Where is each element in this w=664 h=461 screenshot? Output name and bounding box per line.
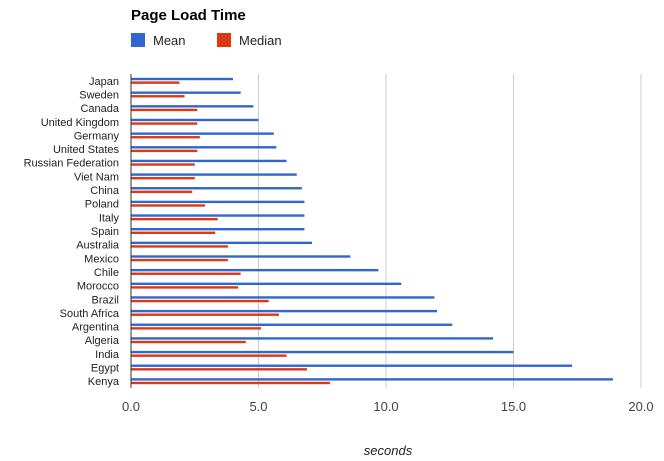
bar-mean: [131, 159, 287, 163]
category-label: Viet Nam: [74, 171, 119, 183]
category-label: Egypt: [91, 363, 119, 375]
category-label: China: [90, 185, 120, 197]
legend-swatch-median: [217, 33, 231, 47]
bar-mean: [131, 378, 613, 381]
bar-mean: [131, 364, 573, 367]
bar-median: [131, 286, 239, 289]
bar-mean: [131, 91, 241, 94]
bar-median: [131, 163, 195, 166]
bars: [131, 77, 613, 385]
bar-mean: [131, 337, 494, 340]
category-label: Spain: [91, 226, 119, 238]
x-tick-label: 15.0: [501, 399, 526, 414]
category-label: Germany: [74, 130, 120, 142]
bar-median: [131, 368, 307, 371]
chart-title: Page Load Time: [131, 7, 246, 24]
category-label: Mexico: [84, 253, 119, 265]
category-label: United Kingdom: [41, 117, 119, 129]
bar-median: [131, 354, 287, 357]
category-label: Brazil: [91, 294, 119, 306]
category-label: Argentina: [72, 322, 120, 334]
bar-median: [131, 190, 193, 194]
x-axis-title: seconds: [364, 443, 413, 458]
bar-mean: [131, 255, 351, 258]
bar-median: [131, 136, 200, 139]
category-label: Italy: [99, 212, 120, 224]
bar-mean: [131, 309, 437, 313]
bar-median: [131, 95, 185, 98]
category-label: Sweden: [79, 89, 119, 101]
bar-median: [131, 313, 279, 316]
bar-median: [131, 217, 218, 221]
category-label: Poland: [85, 199, 119, 211]
bar-median: [131, 340, 246, 344]
x-tick-label: 5.0: [249, 399, 267, 414]
bar-mean: [131, 187, 302, 190]
bar-mean: [131, 228, 305, 231]
category-label: Algeria: [85, 335, 120, 347]
bar-mean: [131, 77, 233, 81]
bar-mean: [131, 105, 254, 108]
category-label: Russian Federation: [24, 158, 119, 170]
bar-median: [131, 245, 228, 248]
x-tick-label: 0.0: [122, 399, 140, 414]
bar-mean: [131, 268, 379, 272]
legend-label-median: Median: [239, 33, 282, 48]
bar-mean: [131, 214, 305, 217]
category-label: Chile: [94, 267, 119, 279]
bar-mean: [131, 282, 402, 286]
bar-median: [131, 381, 330, 385]
bar-median: [131, 149, 198, 153]
bar-median: [131, 327, 262, 330]
category-label: Canada: [80, 103, 119, 115]
bar-mean: [131, 241, 313, 245]
x-tick-label: 10.0: [373, 399, 398, 414]
legend: Mean Median: [131, 33, 282, 48]
category-label: Australia: [76, 240, 120, 252]
legend-label-mean: Mean: [153, 33, 186, 48]
bar-median: [131, 204, 205, 207]
category-label: Japan: [89, 76, 119, 88]
category-label: United States: [53, 144, 120, 156]
category-label: South Africa: [60, 308, 120, 320]
bar-median: [131, 81, 180, 84]
bar-median: [131, 258, 228, 262]
bar-median: [131, 299, 269, 303]
bar-median: [131, 176, 195, 180]
bar-median: [131, 122, 198, 125]
bar-mean: [131, 118, 259, 122]
bar-median: [131, 272, 241, 275]
bar-mean: [131, 350, 514, 354]
bar-mean: [131, 323, 453, 326]
bar-median: [131, 231, 216, 234]
bar-mean: [131, 173, 297, 176]
x-tick-label: 20.0: [628, 399, 653, 414]
legend-swatch-mean: [131, 33, 145, 47]
category-label: Morocco: [77, 281, 119, 293]
bar-median: [131, 108, 198, 112]
x-tick-labels: 0.0 5.0 10.0 15.0 20.0: [122, 399, 654, 414]
bar-mean: [131, 296, 435, 299]
bar-mean: [131, 146, 277, 149]
bar-mean: [131, 200, 305, 204]
category-label: Kenya: [88, 376, 120, 388]
bar-mean: [131, 132, 274, 135]
category-label: India: [95, 349, 120, 361]
grid: [258, 74, 642, 388]
